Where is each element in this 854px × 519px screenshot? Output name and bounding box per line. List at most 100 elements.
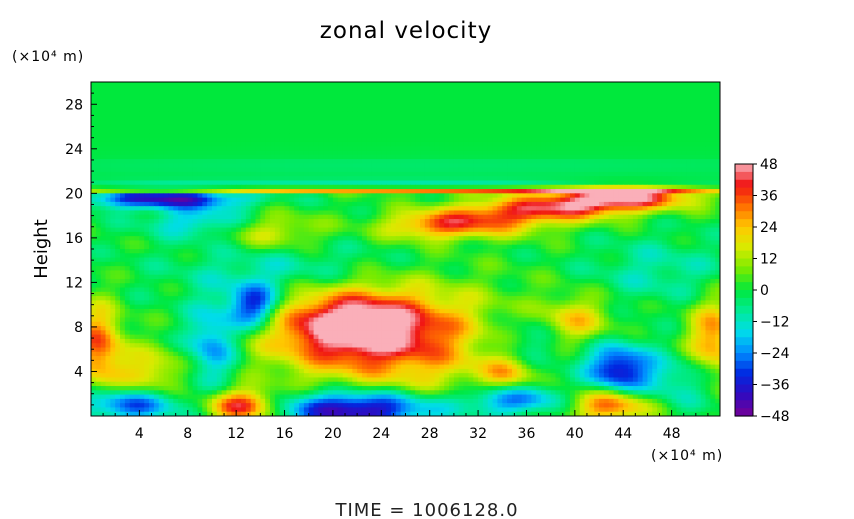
heatmap-cell [366, 120, 373, 126]
heatmap-cell [492, 210, 499, 216]
heatmap-cell [216, 219, 223, 224]
heatmap-cell [352, 201, 358, 207]
heatmap-cell [560, 167, 566, 173]
heatmap-cell [308, 240, 315, 246]
heatmap-cell [439, 197, 445, 203]
heatmap-cell [371, 180, 378, 186]
heatmap-cell [676, 227, 682, 233]
heatmap-cell [690, 193, 697, 199]
heatmap-cell [163, 111, 170, 117]
heatmap-cell [105, 90, 111, 96]
heatmap-cell [187, 116, 194, 122]
heatmap-cell [236, 210, 242, 216]
heatmap-cell [439, 163, 445, 169]
heatmap-cell [550, 137, 557, 143]
heatmap-cell [178, 133, 184, 139]
heatmap-cell [216, 227, 223, 233]
heatmap-cell [618, 141, 624, 147]
heatmap-cell [95, 176, 102, 182]
heatmap-cell [676, 231, 682, 237]
heatmap-cell [332, 167, 339, 173]
heatmap-cell [429, 180, 436, 186]
heatmap-cell [584, 129, 590, 134]
heatmap-cell [158, 184, 165, 190]
heatmap-cell [574, 227, 581, 233]
heatmap-cell [463, 223, 469, 229]
heatmap-cell [463, 231, 469, 237]
heatmap-cell [231, 236, 237, 242]
heatmap-cell [342, 197, 349, 203]
heatmap-cell [628, 201, 634, 207]
heatmap-cell [526, 129, 532, 134]
heatmap-cell [570, 82, 576, 87]
heatmap-cell [134, 223, 140, 229]
heatmap-cell [323, 137, 329, 143]
heatmap-cell [207, 116, 213, 122]
heatmap-cell [284, 214, 290, 220]
heatmap-cell [245, 193, 252, 199]
heatmap-cell [187, 120, 194, 126]
heatmap-cell [507, 214, 513, 220]
heatmap-cell [613, 231, 619, 237]
heatmap-cell [134, 167, 140, 173]
heatmap-cell [308, 141, 315, 147]
heatmap-cell [279, 137, 286, 143]
heatmap-cell [584, 141, 590, 147]
heatmap-cell [265, 86, 271, 92]
heatmap-cell [337, 201, 344, 207]
heatmap-cell [211, 206, 218, 212]
heatmap-cell [642, 197, 649, 203]
heatmap-cell [550, 206, 557, 212]
heatmap-cell [705, 99, 711, 105]
heatmap-cell [521, 210, 528, 216]
heatmap-cell [623, 197, 629, 203]
heatmap-cell [613, 219, 619, 224]
heatmap-cell [182, 90, 189, 96]
heatmap-cell [361, 94, 368, 100]
heatmap-cell [192, 163, 199, 169]
heatmap-cell [521, 171, 528, 177]
heatmap-cell [332, 86, 339, 92]
heatmap-cell [540, 150, 547, 156]
heatmap-cell [120, 146, 126, 152]
heatmap-cell [294, 231, 300, 237]
heatmap-cell [482, 86, 489, 92]
heatmap-cell [526, 223, 532, 229]
heatmap-cell [299, 146, 305, 152]
heatmap-cell [594, 240, 600, 246]
heatmap-cell [337, 94, 344, 100]
heatmap-cell [492, 86, 499, 92]
heatmap-cell [381, 86, 387, 92]
heatmap-cell [429, 133, 436, 139]
heatmap-cell [120, 124, 126, 130]
heatmap-cell [284, 150, 290, 156]
heatmap-cell [705, 150, 711, 156]
heatmap-cell [144, 223, 150, 229]
heatmap-cell [628, 103, 634, 109]
heatmap-cell [308, 184, 315, 190]
heatmap-cell [91, 129, 97, 134]
heatmap-cell [211, 159, 218, 164]
heatmap-cell [361, 214, 368, 220]
heatmap-cell [352, 124, 358, 130]
heatmap-cell [545, 210, 552, 216]
heatmap-cell [153, 171, 160, 177]
heatmap-cell [270, 227, 276, 233]
heatmap-cell [303, 141, 310, 147]
heatmap-cell [468, 171, 474, 177]
heatmap-cell [182, 86, 189, 92]
heatmap-cell [618, 214, 624, 220]
heatmap-cell [434, 129, 440, 134]
heatmap-cell [482, 201, 489, 207]
heatmap-cell [710, 197, 716, 203]
heatmap-cell [216, 103, 223, 109]
heatmap-cell [187, 146, 194, 152]
heatmap-cell [158, 171, 165, 177]
heatmap-cell [632, 116, 639, 122]
heatmap-cell [560, 210, 566, 216]
heatmap-cell [502, 197, 508, 203]
heatmap-cell [221, 82, 228, 87]
heatmap-cell [308, 82, 315, 87]
heatmap-cell [531, 163, 537, 169]
heatmap-cell [560, 197, 566, 203]
